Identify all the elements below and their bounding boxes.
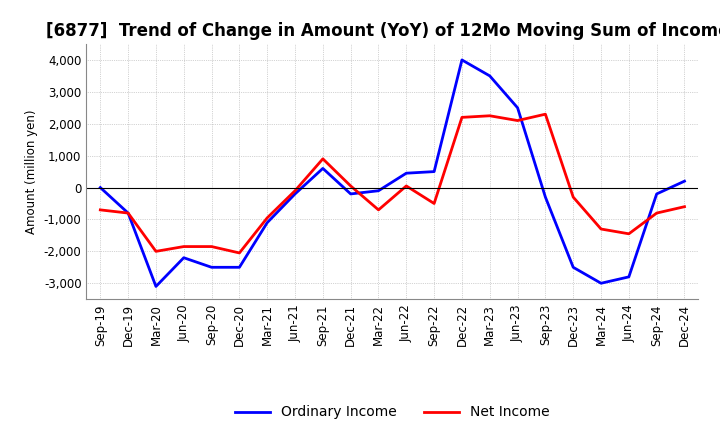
Ordinary Income bbox=[680, 179, 689, 184]
Net Income bbox=[124, 210, 132, 216]
Net Income bbox=[652, 210, 661, 216]
Net Income bbox=[318, 156, 327, 161]
Ordinary Income bbox=[346, 191, 355, 197]
Ordinary Income bbox=[569, 265, 577, 270]
Net Income bbox=[179, 244, 188, 249]
Legend: Ordinary Income, Net Income: Ordinary Income, Net Income bbox=[230, 400, 555, 425]
Ordinary Income bbox=[458, 57, 467, 62]
Ordinary Income bbox=[485, 73, 494, 78]
Ordinary Income bbox=[652, 191, 661, 197]
Ordinary Income bbox=[402, 171, 410, 176]
Line: Ordinary Income: Ordinary Income bbox=[100, 60, 685, 286]
Ordinary Income bbox=[152, 284, 161, 289]
Ordinary Income bbox=[124, 210, 132, 216]
Ordinary Income bbox=[513, 105, 522, 110]
Net Income bbox=[430, 201, 438, 206]
Net Income bbox=[402, 183, 410, 189]
Net Income bbox=[624, 231, 633, 236]
Ordinary Income bbox=[235, 265, 243, 270]
Net Income bbox=[485, 113, 494, 118]
Ordinary Income bbox=[179, 255, 188, 260]
Y-axis label: Amount (million yen): Amount (million yen) bbox=[25, 110, 38, 234]
Net Income bbox=[458, 115, 467, 120]
Net Income bbox=[291, 188, 300, 194]
Ordinary Income bbox=[291, 191, 300, 197]
Ordinary Income bbox=[597, 281, 606, 286]
Title: [6877]  Trend of Change in Amount (YoY) of 12Mo Moving Sum of Incomes: [6877] Trend of Change in Amount (YoY) o… bbox=[45, 22, 720, 40]
Net Income bbox=[346, 183, 355, 189]
Ordinary Income bbox=[263, 220, 271, 225]
Net Income bbox=[263, 215, 271, 220]
Ordinary Income bbox=[207, 265, 216, 270]
Net Income bbox=[207, 244, 216, 249]
Net Income bbox=[152, 249, 161, 254]
Line: Net Income: Net Income bbox=[100, 114, 685, 253]
Net Income bbox=[680, 204, 689, 209]
Net Income bbox=[597, 226, 606, 231]
Ordinary Income bbox=[624, 274, 633, 279]
Net Income bbox=[569, 194, 577, 200]
Net Income bbox=[513, 118, 522, 123]
Ordinary Income bbox=[430, 169, 438, 174]
Net Income bbox=[374, 207, 383, 213]
Net Income bbox=[96, 207, 104, 213]
Ordinary Income bbox=[318, 166, 327, 171]
Net Income bbox=[541, 111, 550, 117]
Ordinary Income bbox=[96, 185, 104, 190]
Net Income bbox=[235, 250, 243, 256]
Ordinary Income bbox=[374, 188, 383, 194]
Ordinary Income bbox=[541, 194, 550, 200]
